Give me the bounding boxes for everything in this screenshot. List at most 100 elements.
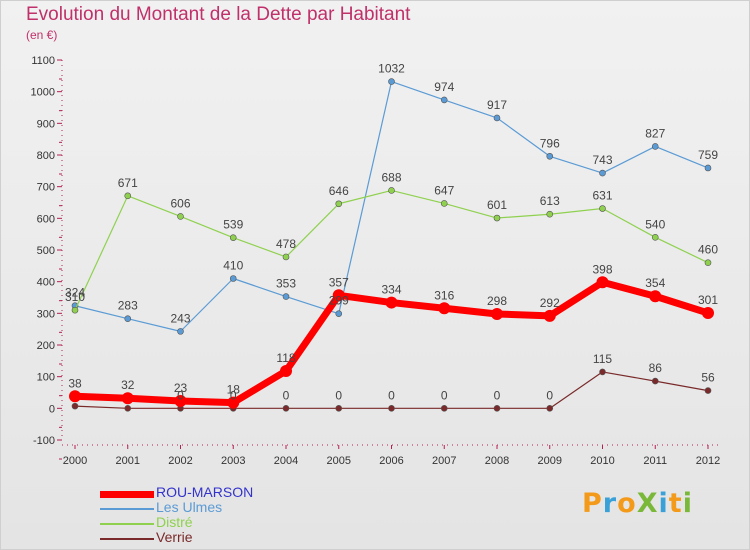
- data-label: 0: [441, 388, 448, 402]
- data-label: 631: [592, 189, 612, 203]
- data-point: [282, 293, 290, 300]
- data-label: 38: [68, 376, 82, 390]
- data-label: 316: [434, 288, 454, 302]
- logo-letter: r: [602, 488, 618, 519]
- data-point: [69, 390, 81, 403]
- data-point: [282, 253, 290, 261]
- logo-letter: i: [682, 488, 693, 519]
- data-point: [702, 307, 714, 320]
- data-label: 86: [649, 361, 663, 375]
- data-point: [546, 405, 554, 412]
- data-point: [229, 275, 237, 282]
- data-label: 0: [177, 388, 184, 402]
- data-label: 353: [276, 277, 296, 291]
- data-label: 357: [329, 275, 349, 289]
- data-label: 743: [592, 153, 612, 167]
- logo-letter: P: [582, 488, 603, 519]
- data-label: 827: [645, 126, 665, 140]
- data-point: [651, 377, 659, 385]
- data-label: 398: [592, 262, 612, 276]
- data-label: 18: [227, 383, 241, 397]
- data-point: [599, 205, 606, 212]
- x-tick-label: 2010: [590, 455, 614, 467]
- data-point: [704, 387, 712, 394]
- data-point: [599, 169, 606, 177]
- data-label: 324: [65, 286, 85, 300]
- data-label: 299: [329, 294, 349, 308]
- data-label: 601: [487, 198, 507, 212]
- data-label: 0: [335, 388, 342, 402]
- y-tick-label: 700: [37, 182, 55, 194]
- y-tick-label: 500: [37, 245, 55, 257]
- chart-title: Evolution du Montant de la Dette par Hab…: [26, 4, 411, 25]
- data-label: 606: [170, 196, 190, 210]
- y-tick-label: 200: [37, 340, 55, 352]
- data-label: 301: [698, 293, 718, 307]
- data-label: 56: [701, 371, 715, 385]
- data-point: [385, 296, 398, 309]
- data-point: [335, 310, 343, 317]
- y-tick-label: 400: [37, 277, 55, 289]
- x-tick-label: 2005: [327, 455, 351, 467]
- data-point: [493, 405, 501, 412]
- data-label: 1032: [378, 62, 405, 76]
- data-point: [546, 152, 554, 160]
- logo-letter: X: [636, 488, 659, 519]
- data-point: [388, 78, 395, 85]
- data-point: [543, 309, 556, 322]
- data-label: 32: [121, 378, 135, 392]
- x-tick-label: 2012: [696, 455, 720, 467]
- data-point: [121, 392, 134, 405]
- data-point: [440, 405, 448, 412]
- data-label: 974: [434, 80, 454, 94]
- data-label: 283: [118, 299, 138, 313]
- data-point: [704, 164, 712, 172]
- x-tick-label: 2000: [63, 455, 87, 467]
- data-label: 334: [381, 283, 401, 297]
- data-label: 0: [494, 388, 501, 402]
- data-label: 23: [174, 381, 188, 395]
- x-tick-label: 2009: [538, 455, 562, 467]
- data-label: 688: [381, 170, 401, 184]
- data-point: [282, 405, 290, 412]
- logo-letter: o: [617, 488, 637, 519]
- legend-swatch: [100, 523, 154, 525]
- x-tick-label: 2011: [643, 455, 667, 467]
- x-tick-label: 2008: [485, 455, 509, 467]
- data-point: [177, 328, 184, 335]
- data-label: 796: [540, 136, 560, 150]
- legend-label: Distré: [156, 514, 193, 530]
- logo-letter: i: [658, 488, 669, 519]
- unit-label: (en €): [26, 28, 58, 42]
- y-tick-label: 0: [49, 403, 55, 415]
- data-label: 613: [540, 194, 560, 208]
- y-tick-label: -100: [33, 435, 55, 447]
- data-point: [493, 214, 501, 222]
- data-point: [599, 368, 606, 376]
- data-label: 759: [698, 148, 718, 162]
- data-point: [493, 114, 501, 122]
- data-label: 671: [118, 176, 138, 190]
- data-label: 118: [276, 351, 295, 365]
- data-label: 0: [283, 388, 290, 402]
- data-point: [491, 307, 503, 320]
- data-point: [332, 289, 345, 302]
- data-label: 0: [546, 388, 553, 402]
- logo-letter: t: [668, 488, 683, 519]
- legend-label: Les Ulmes: [156, 499, 223, 515]
- data-point: [227, 396, 240, 409]
- data-point: [71, 402, 79, 410]
- y-tick-label: 800: [37, 150, 55, 162]
- data-label: 298: [487, 294, 507, 308]
- data-point: [71, 306, 79, 314]
- data-label: 292: [540, 296, 560, 310]
- data-label: 646: [329, 184, 349, 198]
- data-label: 539: [223, 218, 243, 232]
- data-point: [388, 187, 395, 194]
- data-point: [388, 405, 395, 412]
- data-point: [438, 302, 451, 315]
- data-label: 478: [276, 237, 296, 251]
- data-label: 243: [170, 311, 190, 325]
- y-tick-label: 100: [37, 372, 55, 384]
- data-point: [335, 200, 343, 208]
